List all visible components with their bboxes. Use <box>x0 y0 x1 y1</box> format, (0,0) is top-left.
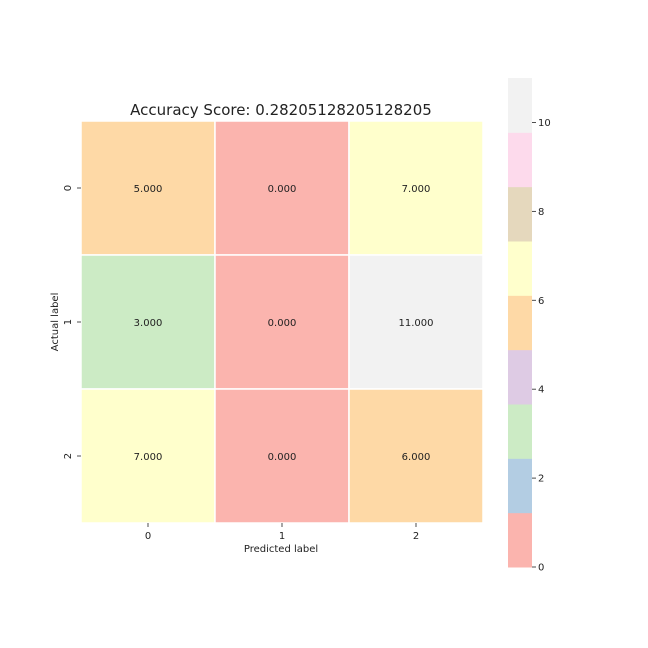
cell-value-label: 0.000 <box>268 184 297 195</box>
colorbar-segment <box>508 132 532 188</box>
y-tick-label: 1 <box>63 319 74 325</box>
cell-value-label: 7.000 <box>134 452 163 463</box>
cell-value-label: 11.000 <box>399 318 434 329</box>
colorbar-tick-label: 4 <box>538 385 544 396</box>
cell-value-label: 0.000 <box>268 452 297 463</box>
heatmap-cell <box>348 120 484 256</box>
x-axis: 0 1 2 <box>145 523 419 542</box>
heatmap-cell <box>80 120 216 256</box>
heatmap-cell <box>214 254 350 390</box>
x-axis-label: Predicted label <box>244 544 318 555</box>
colorbar: 0 2 4 6 8 10 <box>508 78 551 574</box>
colorbar-tick-label: 8 <box>538 207 544 218</box>
colorbar-segment <box>508 458 532 514</box>
heatmap-cell <box>348 254 484 390</box>
x-tick-label: 2 <box>413 531 419 542</box>
heatmap-cell <box>214 388 350 524</box>
colorbar-segment <box>508 512 532 568</box>
colorbar-segment <box>508 241 532 296</box>
colorbar-tick-label: 6 <box>538 296 544 307</box>
colorbar-tick-label: 2 <box>538 474 544 485</box>
colorbar-segment <box>508 349 532 405</box>
colorbar-segment <box>508 186 532 242</box>
heatmap-cell <box>80 254 216 390</box>
y-axis-label: Actual label <box>50 293 61 352</box>
y-tick-label: 0 <box>63 185 74 191</box>
x-tick-label: 0 <box>145 531 151 542</box>
cell-value-label: 5.000 <box>134 184 163 195</box>
y-tick-label: 2 <box>63 453 74 459</box>
cell-value-label: 6.000 <box>402 452 431 463</box>
y-axis: 0 1 2 <box>63 185 81 459</box>
chart-title: Accuracy Score: 0.28205128205128205 <box>130 101 432 119</box>
cell-value-label: 7.000 <box>402 184 431 195</box>
cell-value-label: 3.000 <box>134 318 163 329</box>
cell-value-label: 0.000 <box>268 318 297 329</box>
colorbar-segment <box>508 404 532 459</box>
heatmap-cell <box>214 120 350 256</box>
heatmap-cells: 5.000 0.000 7.000 3.000 0.000 11.000 7.000 0.00… <box>80 120 484 524</box>
x-tick-label: 1 <box>279 531 285 542</box>
colorbar-tick-label: 10 <box>538 118 551 129</box>
colorbar-segment <box>508 295 532 351</box>
colorbar-tick-label: 0 <box>538 563 544 574</box>
colorbar-segment <box>508 78 532 133</box>
